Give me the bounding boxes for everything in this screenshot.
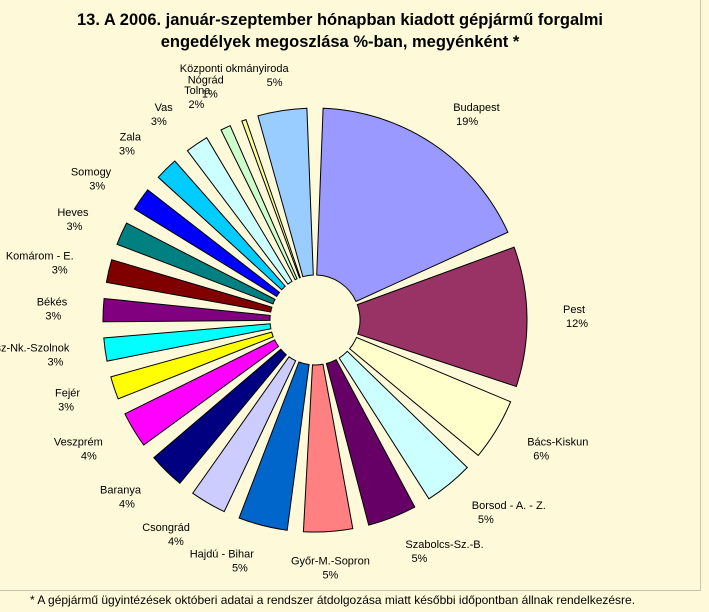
slice-name-label: Nógrád bbox=[188, 74, 224, 86]
slice-value-label: 3% bbox=[52, 265, 68, 277]
slice-value-label: 19% bbox=[456, 116, 478, 128]
chart-title: 13. A 2006. január-szeptember hónapban k… bbox=[60, 9, 620, 53]
pie-slice bbox=[116, 222, 276, 305]
slice-name-label: Csongrád bbox=[142, 522, 190, 534]
slice-name-label: Komárom - E. bbox=[6, 251, 74, 263]
pie-slice bbox=[192, 356, 297, 513]
slice-name-label: Zala bbox=[120, 131, 142, 143]
pie-slice bbox=[238, 361, 310, 531]
slice-value-label: 12% bbox=[566, 318, 588, 330]
pie-slice bbox=[105, 259, 273, 313]
slice-value-label: 4% bbox=[81, 450, 97, 462]
slice-value-label: 3% bbox=[151, 116, 167, 128]
pie-slice bbox=[241, 118, 301, 279]
slice-name-label: Pest bbox=[563, 304, 585, 316]
pie-slice bbox=[186, 137, 293, 285]
slice-name-label: Veszprém bbox=[54, 436, 103, 448]
slice-value-label: 5% bbox=[478, 514, 494, 526]
slice-value-label: 6% bbox=[533, 450, 549, 462]
pie-slice bbox=[316, 107, 509, 303]
pie-slice bbox=[220, 125, 298, 281]
slice-value-label: 3% bbox=[119, 145, 135, 157]
slice-name-label: Győr-M.-Sopron bbox=[291, 556, 370, 568]
pie-slice bbox=[338, 350, 469, 500]
slice-name-label: Budapest bbox=[453, 102, 499, 114]
slice-name-label: Fejér bbox=[55, 388, 80, 400]
chart-area: 13. A 2006. január-szeptember hónapban k… bbox=[0, 0, 701, 591]
chart-title-line-2: engedélyek megoszlása %-ban, megyénként … bbox=[160, 33, 520, 51]
pie-slices bbox=[102, 107, 528, 533]
pie-slice bbox=[325, 359, 416, 526]
pie-slice bbox=[153, 348, 288, 485]
pie-slice bbox=[302, 363, 354, 533]
pie-slice bbox=[257, 107, 314, 278]
slice-value-label: 3% bbox=[89, 181, 105, 193]
slice-name-label: Hajdú - Bihar bbox=[190, 548, 255, 560]
pie-slice bbox=[124, 339, 280, 446]
slice-value-label: 4% bbox=[119, 499, 135, 511]
pie-slice bbox=[157, 160, 286, 291]
slice-value-label: 3% bbox=[67, 221, 83, 233]
slice-value-label: 3% bbox=[58, 402, 74, 414]
slice-name-label: Borsod - A. - Z. bbox=[472, 500, 546, 512]
pie-slice bbox=[103, 323, 272, 362]
slice-value-label: 5% bbox=[411, 553, 427, 565]
slice-value-label: 3% bbox=[45, 310, 61, 322]
slice-name-label: Bács-Kiskun bbox=[527, 436, 588, 448]
pie-chart: Budapest 19% Pest 12% Bács-Kiskun 6% Borsod - … bbox=[0, 63, 588, 582]
slice-name-label: Baranya bbox=[100, 485, 142, 497]
slice-name-label: Szabolcs-Sz.-B. bbox=[405, 539, 483, 551]
slice-name-label: Somogy bbox=[71, 167, 112, 179]
slice-value-label: 5% bbox=[267, 77, 283, 89]
footnote: * A gépjármű ügyintézések októberi adata… bbox=[30, 593, 636, 607]
slice-name-label: Vas bbox=[155, 102, 174, 114]
pie-labels: Budapest 19% Pest 12% Bács-Kiskun 6% Borsod - … bbox=[0, 63, 588, 582]
pie-slice bbox=[110, 331, 274, 400]
slice-value-label: 5% bbox=[232, 562, 248, 574]
slice-value-label: 3% bbox=[47, 357, 63, 369]
pie-slice bbox=[133, 189, 281, 298]
slice-value-label: 2% bbox=[188, 99, 204, 111]
slice-name-label: Tolna bbox=[184, 85, 211, 97]
slice-name-label: Központi okmányiroda bbox=[180, 63, 290, 75]
pie-slice bbox=[356, 246, 528, 388]
slice-name-label: Jász-Nk.-Szolnok bbox=[0, 343, 70, 355]
slice-value-label: 4% bbox=[168, 536, 184, 548]
chart-title-line-1: 13. A 2006. január-szeptember hónapban k… bbox=[77, 11, 603, 29]
slice-value-label: 1% bbox=[202, 88, 218, 100]
pie-slice bbox=[348, 336, 512, 457]
pie-slice bbox=[102, 297, 271, 323]
slice-value-label: 5% bbox=[322, 570, 338, 582]
slice-name-label: Heves bbox=[57, 207, 89, 219]
slice-name-label: Békés bbox=[37, 296, 68, 308]
